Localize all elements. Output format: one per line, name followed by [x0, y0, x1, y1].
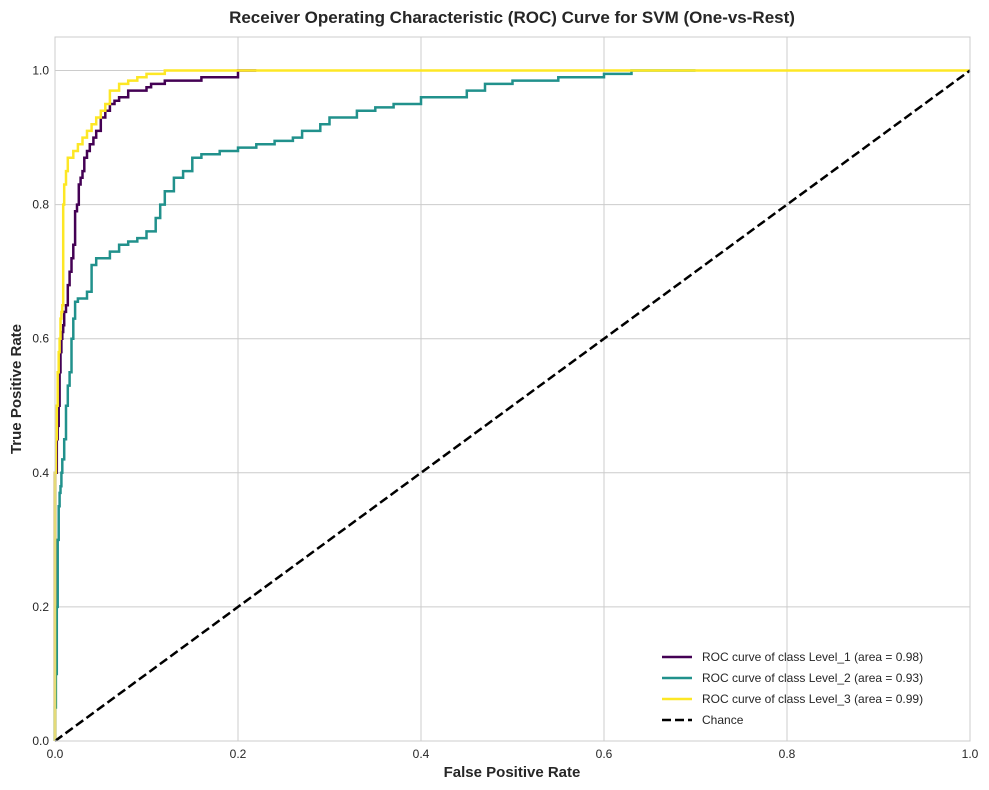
series-line-1 — [53, 69, 257, 741]
legend-label: ROC curve of class Level_3 (area = 0.99) — [702, 692, 923, 706]
plot-area — [53, 36, 971, 743]
series-line-4 — [54, 69, 971, 743]
x-tick-label: 0.2 — [230, 747, 247, 761]
x-axis-label: False Positive Rate — [444, 764, 581, 781]
y-tick-label: 0.6 — [32, 332, 49, 346]
x-tick-label: 1.0 — [962, 747, 979, 761]
legend-label: ROC curve of class Level_1 (area = 0.98) — [702, 650, 923, 664]
y-axis-label: True Positive Rate — [8, 324, 25, 454]
y-tick-labels: 0.0 0.2 0.4 0.6 0.8 1.0 — [32, 64, 49, 748]
x-tick-label: 0.8 — [779, 747, 796, 761]
series-line-2 — [53, 69, 696, 741]
x-tick-labels: 0.0 0.2 0.4 0.6 0.8 1.0 — [47, 747, 979, 761]
x-tick-label: 0.6 — [596, 747, 613, 761]
series-line-3 — [53, 69, 970, 741]
legend-label: ROC curve of class Level_2 (area = 0.93) — [702, 671, 923, 685]
series-lines — [53, 69, 971, 743]
chart-title: Receiver Operating Characteristic (ROC) … — [229, 8, 795, 27]
y-tick-label: 0.0 — [32, 734, 49, 748]
y-tick-label: 1.0 — [32, 64, 49, 78]
y-tick-label: 0.4 — [32, 466, 49, 480]
plot-frame — [54, 36, 971, 742]
y-tick-label: 0.2 — [32, 600, 49, 614]
y-tick-label: 0.8 — [32, 198, 49, 212]
legend-label: Chance — [702, 713, 744, 727]
x-tick-label: 0.0 — [47, 747, 64, 761]
plot-background — [55, 37, 970, 741]
grid-lines — [54, 37, 971, 742]
x-tick-label: 0.4 — [413, 747, 430, 761]
legend: ROC curve of class Level_1 (area = 0.98)… — [662, 650, 923, 727]
